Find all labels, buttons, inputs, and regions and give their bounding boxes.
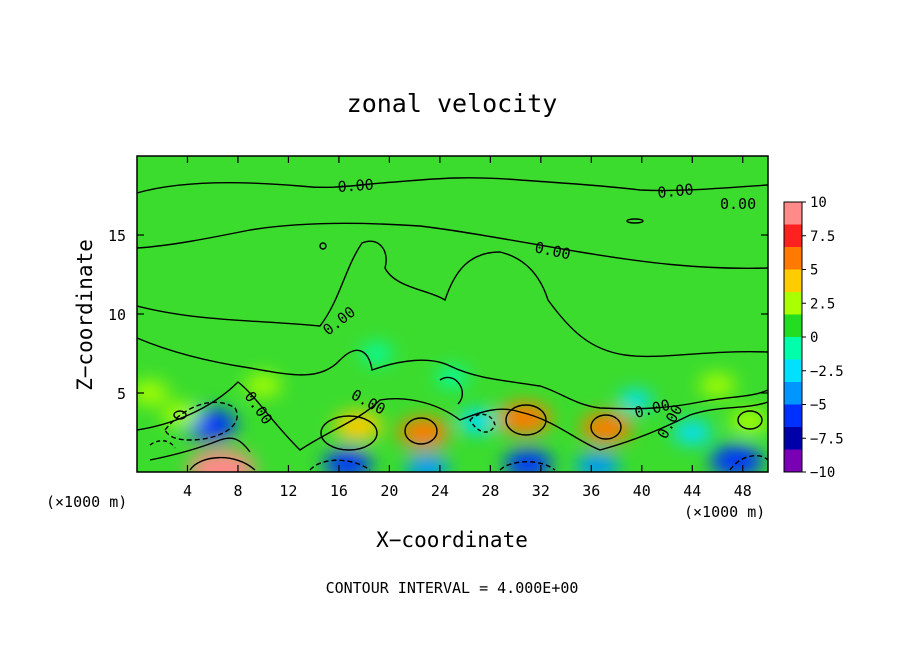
field-background — [137, 156, 768, 472]
field-blob — [245, 373, 282, 397]
field-blob — [323, 449, 372, 472]
colorbar-segment — [784, 427, 802, 450]
contour-line — [149, 437, 251, 461]
colorbar: 10 7.5 5 2.5 0 −2.5 −5 −7.5 −10 — [783, 195, 844, 481]
contour-line — [626, 218, 644, 224]
contour-line — [319, 242, 327, 250]
contour-interval-note: CONTOUR INTERVAL = 4.000E+00 — [326, 579, 579, 597]
colorbar-label: 5 — [810, 263, 818, 279]
x-tick-label: 24 — [431, 482, 449, 500]
x-tick-label: 28 — [481, 482, 499, 500]
y-tick-label: 15 — [108, 227, 126, 245]
colorbar-segment — [784, 449, 802, 473]
x-unit-right: (×1000 m) — [684, 503, 765, 521]
contour-line — [499, 461, 556, 471]
contour-line — [729, 454, 768, 471]
colorbar-segment — [784, 337, 802, 360]
y-axis-label: Z−coordinate — [73, 239, 97, 391]
field-blob — [710, 445, 763, 472]
colorbar-label: −5 — [810, 398, 827, 414]
plot-area: 0.00 0.00 0.00 0.00 0.00 0.00 0.00 0.00 … — [108, 155, 769, 500]
contour-line — [469, 413, 496, 433]
colorbar-segment — [784, 292, 802, 315]
contour-line — [189, 456, 256, 471]
x-tick-label: 40 — [633, 482, 651, 500]
contour-line — [404, 417, 438, 445]
colorbar-label: 10 — [810, 195, 827, 211]
contour-line — [439, 376, 464, 405]
field-blob — [187, 449, 256, 472]
contour-line — [137, 381, 768, 451]
x-tick-label: 4 — [183, 482, 192, 500]
contour-line — [164, 401, 238, 441]
x-unit-left: (×1000 m) — [46, 493, 127, 511]
contour-line — [137, 240, 768, 358]
colorbar-segment — [784, 224, 802, 248]
field-blob — [398, 417, 449, 448]
x-tick-label: 12 — [279, 482, 297, 500]
contour-line — [320, 415, 378, 451]
colorbar-label: −2.5 — [810, 364, 844, 380]
colorbar-label: 7.5 — [810, 229, 835, 245]
x-tick-label: 8 — [233, 482, 242, 500]
colorbar-label: 2.5 — [810, 296, 835, 312]
colorbar-segment — [784, 247, 802, 270]
contour-line — [137, 222, 768, 269]
colorbar-segment — [784, 314, 802, 338]
x-tick-label: 44 — [683, 482, 701, 500]
field-blob — [504, 449, 553, 472]
contour-line — [590, 414, 622, 440]
contour-line — [149, 440, 176, 449]
contour-line — [137, 177, 768, 194]
field-blob — [333, 411, 382, 441]
chart-title: zonal velocity — [347, 89, 558, 118]
x-tick-label: 36 — [582, 482, 600, 500]
colorbar-segment — [784, 359, 802, 383]
contour-label: 0.00 — [720, 195, 756, 213]
colorbar-segment — [784, 404, 802, 428]
x-axis-label: X−coordinate — [376, 528, 528, 552]
field-blob — [137, 381, 169, 405]
x-tick-label: 48 — [734, 482, 752, 500]
colorbar-label: −10 — [810, 465, 835, 481]
field-blob — [576, 452, 620, 472]
field-blob — [405, 454, 449, 472]
contour-label: 0.00 — [337, 176, 374, 196]
contour-line — [737, 410, 763, 430]
field-blob — [673, 420, 712, 445]
colorbar-label: 0 — [810, 330, 818, 346]
field-blob — [458, 409, 497, 434]
field-blob — [618, 390, 653, 412]
y-tick-label: 5 — [117, 385, 126, 403]
contour-line — [505, 404, 547, 436]
x-tick-label: 16 — [330, 482, 348, 500]
contour-line — [173, 410, 187, 420]
zero-contours — [137, 177, 768, 471]
colorbar-segment — [784, 382, 802, 405]
x-tick-label: 20 — [380, 482, 398, 500]
colorbar-segment — [784, 202, 802, 225]
contour-line — [137, 337, 768, 410]
field-blob — [436, 367, 469, 388]
field-blob — [699, 373, 736, 397]
colorbar-segment — [784, 269, 802, 293]
contour-line — [309, 459, 371, 471]
contour-label: 0.00 — [657, 180, 695, 202]
colorbar-label: −7.5 — [810, 431, 844, 447]
y-tick-label: 10 — [108, 306, 126, 324]
x-tick-label: 32 — [532, 482, 550, 500]
